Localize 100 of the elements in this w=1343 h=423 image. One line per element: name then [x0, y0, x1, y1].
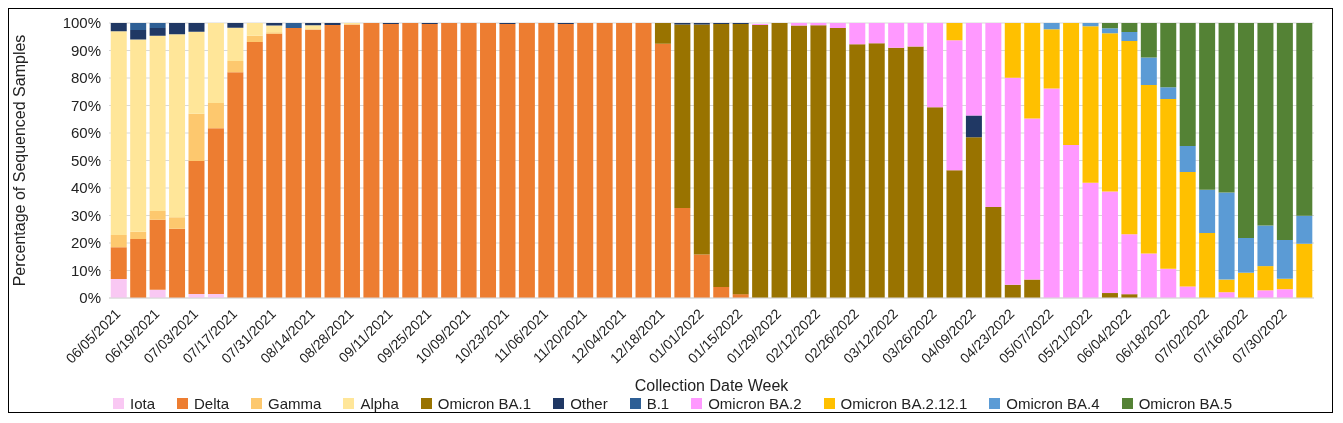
- bar: [674, 24, 691, 209]
- bar: [110, 23, 127, 32]
- bar: [1160, 98, 1177, 269]
- y-tick-label: 70%: [70, 96, 101, 114]
- x-axis-title: Collection Date Week: [634, 377, 790, 394]
- bar: [829, 23, 846, 28]
- bar: [1179, 172, 1196, 287]
- bar: [382, 24, 399, 298]
- bar: [285, 23, 302, 28]
- bar: [1179, 23, 1196, 146]
- bar: [1101, 33, 1118, 192]
- y-tick-label: 90%: [70, 41, 101, 59]
- bar: [946, 23, 963, 41]
- bar: [130, 23, 147, 30]
- bar: [1179, 145, 1196, 173]
- bar: [1004, 284, 1021, 298]
- bar: [771, 23, 788, 298]
- bar: [985, 206, 1002, 298]
- bar: [1257, 225, 1274, 267]
- bar: [246, 23, 263, 36]
- bar: [441, 23, 458, 298]
- bar: [790, 25, 807, 298]
- bar: [188, 113, 205, 162]
- legend-label: Omicron BA.2: [708, 395, 802, 412]
- bar: [188, 23, 205, 32]
- bar: [421, 24, 438, 298]
- bar: [713, 287, 730, 298]
- bar: [596, 23, 613, 298]
- bar: [1121, 32, 1138, 41]
- legend-label: Omicron BA.5: [1138, 395, 1233, 412]
- bar: [1004, 23, 1021, 78]
- y-tick-label: 40%: [70, 179, 101, 197]
- legend-label: Delta: [194, 395, 230, 412]
- bar: [188, 31, 205, 114]
- bar: [829, 27, 846, 298]
- bar: [577, 23, 594, 298]
- bar: [1296, 23, 1313, 216]
- bar: [130, 29, 147, 40]
- bar: [1218, 23, 1235, 193]
- bar: [713, 24, 730, 287]
- bar: [149, 35, 166, 212]
- bar: [169, 34, 186, 218]
- bar: [888, 47, 905, 298]
- bar: [810, 23, 827, 26]
- bar: [246, 41, 263, 298]
- bar: [1238, 23, 1255, 239]
- bar: [946, 40, 963, 171]
- bar: [1043, 88, 1060, 298]
- bar: [1140, 23, 1157, 58]
- bar: [149, 27, 166, 36]
- bar: [518, 23, 535, 298]
- bar: [1160, 87, 1177, 99]
- bar: [907, 23, 924, 47]
- bar: [927, 23, 944, 108]
- y-tick-label: 30%: [70, 206, 101, 224]
- bar: [188, 161, 205, 294]
- bar: [538, 23, 555, 298]
- bar: [169, 217, 186, 229]
- bar: [266, 33, 283, 298]
- bar: [130, 39, 147, 232]
- bar: [1218, 279, 1235, 293]
- bar: [674, 208, 691, 298]
- bar: [1121, 23, 1138, 33]
- bar: [266, 25, 283, 33]
- bar: [888, 23, 905, 48]
- bar: [207, 103, 224, 129]
- bar: [868, 23, 885, 44]
- bar: [460, 23, 477, 298]
- bar: [1101, 28, 1118, 34]
- y-tick-label: 50%: [70, 151, 101, 169]
- bar: [149, 219, 166, 290]
- bar: [985, 23, 1002, 207]
- y-tick-label: 60%: [70, 124, 101, 142]
- bar: [480, 23, 497, 298]
- bar: [1296, 215, 1313, 244]
- bar: [227, 23, 244, 28]
- y-axis-title: Percentage of Sequenced Samples: [10, 34, 28, 287]
- bar: [149, 211, 166, 220]
- bar: [946, 170, 963, 298]
- bar: [1024, 23, 1041, 119]
- bar: [169, 23, 186, 35]
- bar: [1140, 253, 1157, 298]
- bar: [207, 23, 224, 104]
- bar: [1199, 189, 1216, 234]
- bar: [1199, 233, 1216, 298]
- bar: [1257, 290, 1274, 298]
- bar: [1121, 234, 1138, 295]
- bar: [868, 43, 885, 298]
- bar: [965, 137, 982, 298]
- bar: [849, 23, 866, 45]
- bar: [693, 254, 710, 298]
- bar: [1121, 40, 1138, 235]
- y-tick-label: 80%: [70, 69, 101, 87]
- bar: [169, 228, 186, 298]
- legend-label: Omicron BA.2.12.1: [840, 395, 968, 412]
- bar: [1276, 239, 1293, 279]
- bar: [965, 115, 982, 138]
- bar: [1140, 84, 1157, 254]
- y-tick-label: 20%: [70, 234, 101, 252]
- bar: [227, 27, 244, 61]
